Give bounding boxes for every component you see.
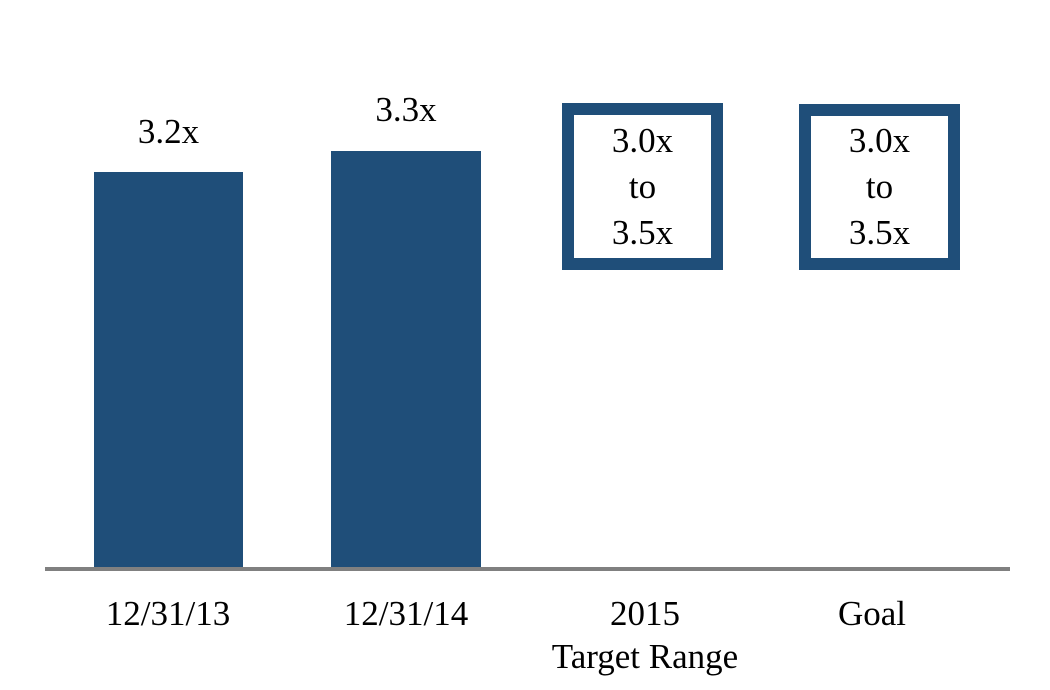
x-axis-line xyxy=(45,567,1010,571)
x-axis-label-2015-target-range: 2015 Target Range xyxy=(551,594,739,676)
x-axis-label-goal: Goal xyxy=(837,594,907,633)
target-range-box-2015: 3.0x to 3.5x xyxy=(562,103,723,270)
bar-12-31-14 xyxy=(331,151,481,567)
x-axis-label-12-31-14: 12/31/14 xyxy=(343,594,469,633)
x-axis-label-12-31-13: 12/31/13 xyxy=(105,594,231,633)
target-range-box-2015-text: 3.0x to 3.5x xyxy=(611,120,674,252)
target-range-box-goal-text: 3.0x to 3.5x xyxy=(848,121,911,252)
data-label-12-31-13: 3.2x xyxy=(137,112,200,151)
target-range-box-goal: 3.0x to 3.5x xyxy=(799,104,960,270)
data-label-12-31-14: 3.3x xyxy=(375,90,437,129)
bar-12-31-13 xyxy=(94,172,243,567)
